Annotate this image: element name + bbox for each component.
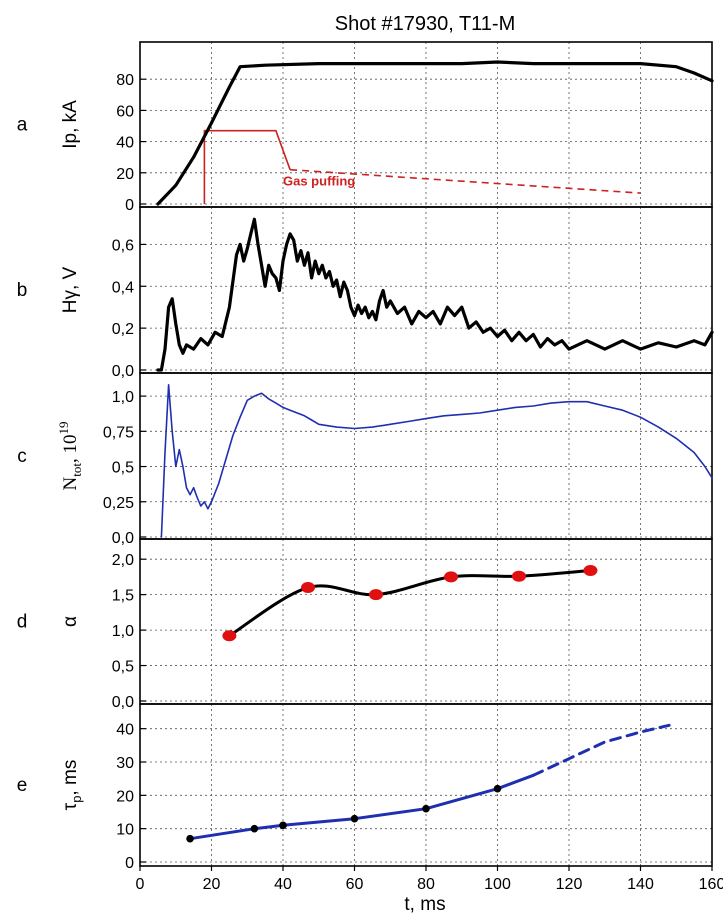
y-axis-label-subscript: tot xyxy=(69,463,84,477)
y-tick-label: 0,2 xyxy=(112,321,134,338)
data-point xyxy=(493,784,502,793)
y-axis-label-superscript: 19 xyxy=(56,422,71,435)
x-axis: 0 20 40 60 80 100 120 140 160 xyxy=(136,866,723,893)
y-tick-label: 0 xyxy=(125,197,134,214)
y-tick-label: 1,0 xyxy=(112,389,134,406)
data-point xyxy=(583,565,598,577)
y-axis-label: α xyxy=(60,616,81,627)
gas-puffing-decay-line xyxy=(290,168,641,194)
series-line-τp-extrapolated xyxy=(531,723,671,777)
data-point xyxy=(250,824,259,833)
y-axis-label: Ip, kA xyxy=(60,100,81,149)
panel-letter: b xyxy=(17,280,28,301)
y-tick-label: 0,5 xyxy=(112,460,134,477)
y-tick-label: 40 xyxy=(116,135,134,152)
panel-a: 0 20 40 60 80 a Ip, kA Gas puffing xyxy=(17,41,714,214)
series-line-Ntot xyxy=(160,383,713,538)
y-axis-label-main: α xyxy=(60,616,81,627)
y-tick-label: 40 xyxy=(116,722,134,739)
data-point xyxy=(186,834,194,843)
y-tick-label: 60 xyxy=(116,103,134,120)
y-axis-label-main: Hγ, V xyxy=(60,266,81,313)
series-line-Hγ xyxy=(156,217,714,372)
y-tick-label: 0,75 xyxy=(103,424,134,441)
series-line-Ip xyxy=(156,60,714,206)
y-axis-label-main: τ xyxy=(60,802,81,810)
x-axis-label: t, ms xyxy=(404,894,445,915)
panel-b: 0,0 0,2 0,4 0,6 b Hγ, V xyxy=(17,206,714,380)
y-tick-label: 0,5 xyxy=(112,659,134,676)
y-axis-label-tail: , ms xyxy=(60,760,81,796)
y-axis-label-tail: , 10 xyxy=(60,435,81,464)
x-tick-label: 0 xyxy=(136,876,145,893)
y-tick-label: 0,25 xyxy=(103,495,134,512)
y-axis-label: τp, ms xyxy=(60,760,84,811)
y-tick-label: 0 xyxy=(125,855,134,872)
y-tick-label: 20 xyxy=(116,788,134,805)
data-point xyxy=(444,571,459,583)
series-line-τp xyxy=(188,773,535,841)
y-tick-label: 10 xyxy=(116,822,134,839)
y-tick-label: 20 xyxy=(116,166,134,183)
y-tick-label: 0,0 xyxy=(112,530,134,547)
y-tick-label: 0,0 xyxy=(112,694,134,711)
y-tick-label: 0,0 xyxy=(112,363,134,380)
y-tick-label: 0,4 xyxy=(112,279,134,296)
y-axis-label-main: N xyxy=(60,476,81,490)
gas-puffing-label: Gas puffing xyxy=(283,173,355,188)
y-tick-label: 80 xyxy=(116,72,134,89)
panel-e: 0 10 20 30 40 e τp, ms xyxy=(17,703,713,872)
y-tick-label: 1,0 xyxy=(112,623,134,640)
panel-letter: e xyxy=(17,775,28,796)
gas-puffing-waveform xyxy=(203,129,291,204)
x-tick-label: 40 xyxy=(274,876,292,893)
y-axis-label: Hγ, V xyxy=(60,266,81,313)
panel-letter: a xyxy=(17,115,28,136)
y-tick-label: 0,6 xyxy=(112,237,134,254)
panel-letter: d xyxy=(17,612,28,633)
data-point xyxy=(350,814,359,823)
y-axis-label-subscript: p xyxy=(69,796,84,803)
y-axis-label-main: Ip, kA xyxy=(60,100,81,149)
chart-title: Shot #17930, T11-M xyxy=(335,13,516,35)
panels: 0 20 40 60 80 a Ip, kA Gas puffing 0,0 0,2 0,4 0,6 b… xyxy=(17,41,714,872)
panel-letter: c xyxy=(17,446,27,467)
data-point xyxy=(511,570,526,582)
x-tick-label: 140 xyxy=(627,876,654,893)
x-tick-label: 20 xyxy=(203,876,221,893)
data-point xyxy=(301,582,316,594)
data-point xyxy=(279,821,287,830)
data-point xyxy=(422,804,430,813)
panel-d: 0,0 0,5 1,0 1,5 2,0 d α xyxy=(17,538,713,711)
y-axis-label: Ntot, 1019 xyxy=(56,422,84,491)
x-tick-label: 100 xyxy=(484,876,511,893)
data-point xyxy=(368,589,383,601)
x-tick-label: 80 xyxy=(417,876,435,893)
x-tick-label: 120 xyxy=(556,876,583,893)
y-tick-label: 2,0 xyxy=(112,552,134,569)
x-tick-label: 160 xyxy=(699,876,723,893)
panel-c: 0,0 0,25 0,5 0,75 1,0 c Ntot, 1019 xyxy=(17,372,713,547)
x-tick-label: 60 xyxy=(346,876,364,893)
series-line-α xyxy=(228,569,591,638)
y-tick-label: 30 xyxy=(116,755,134,772)
y-tick-label: 1,5 xyxy=(112,588,134,605)
data-point xyxy=(222,630,237,642)
